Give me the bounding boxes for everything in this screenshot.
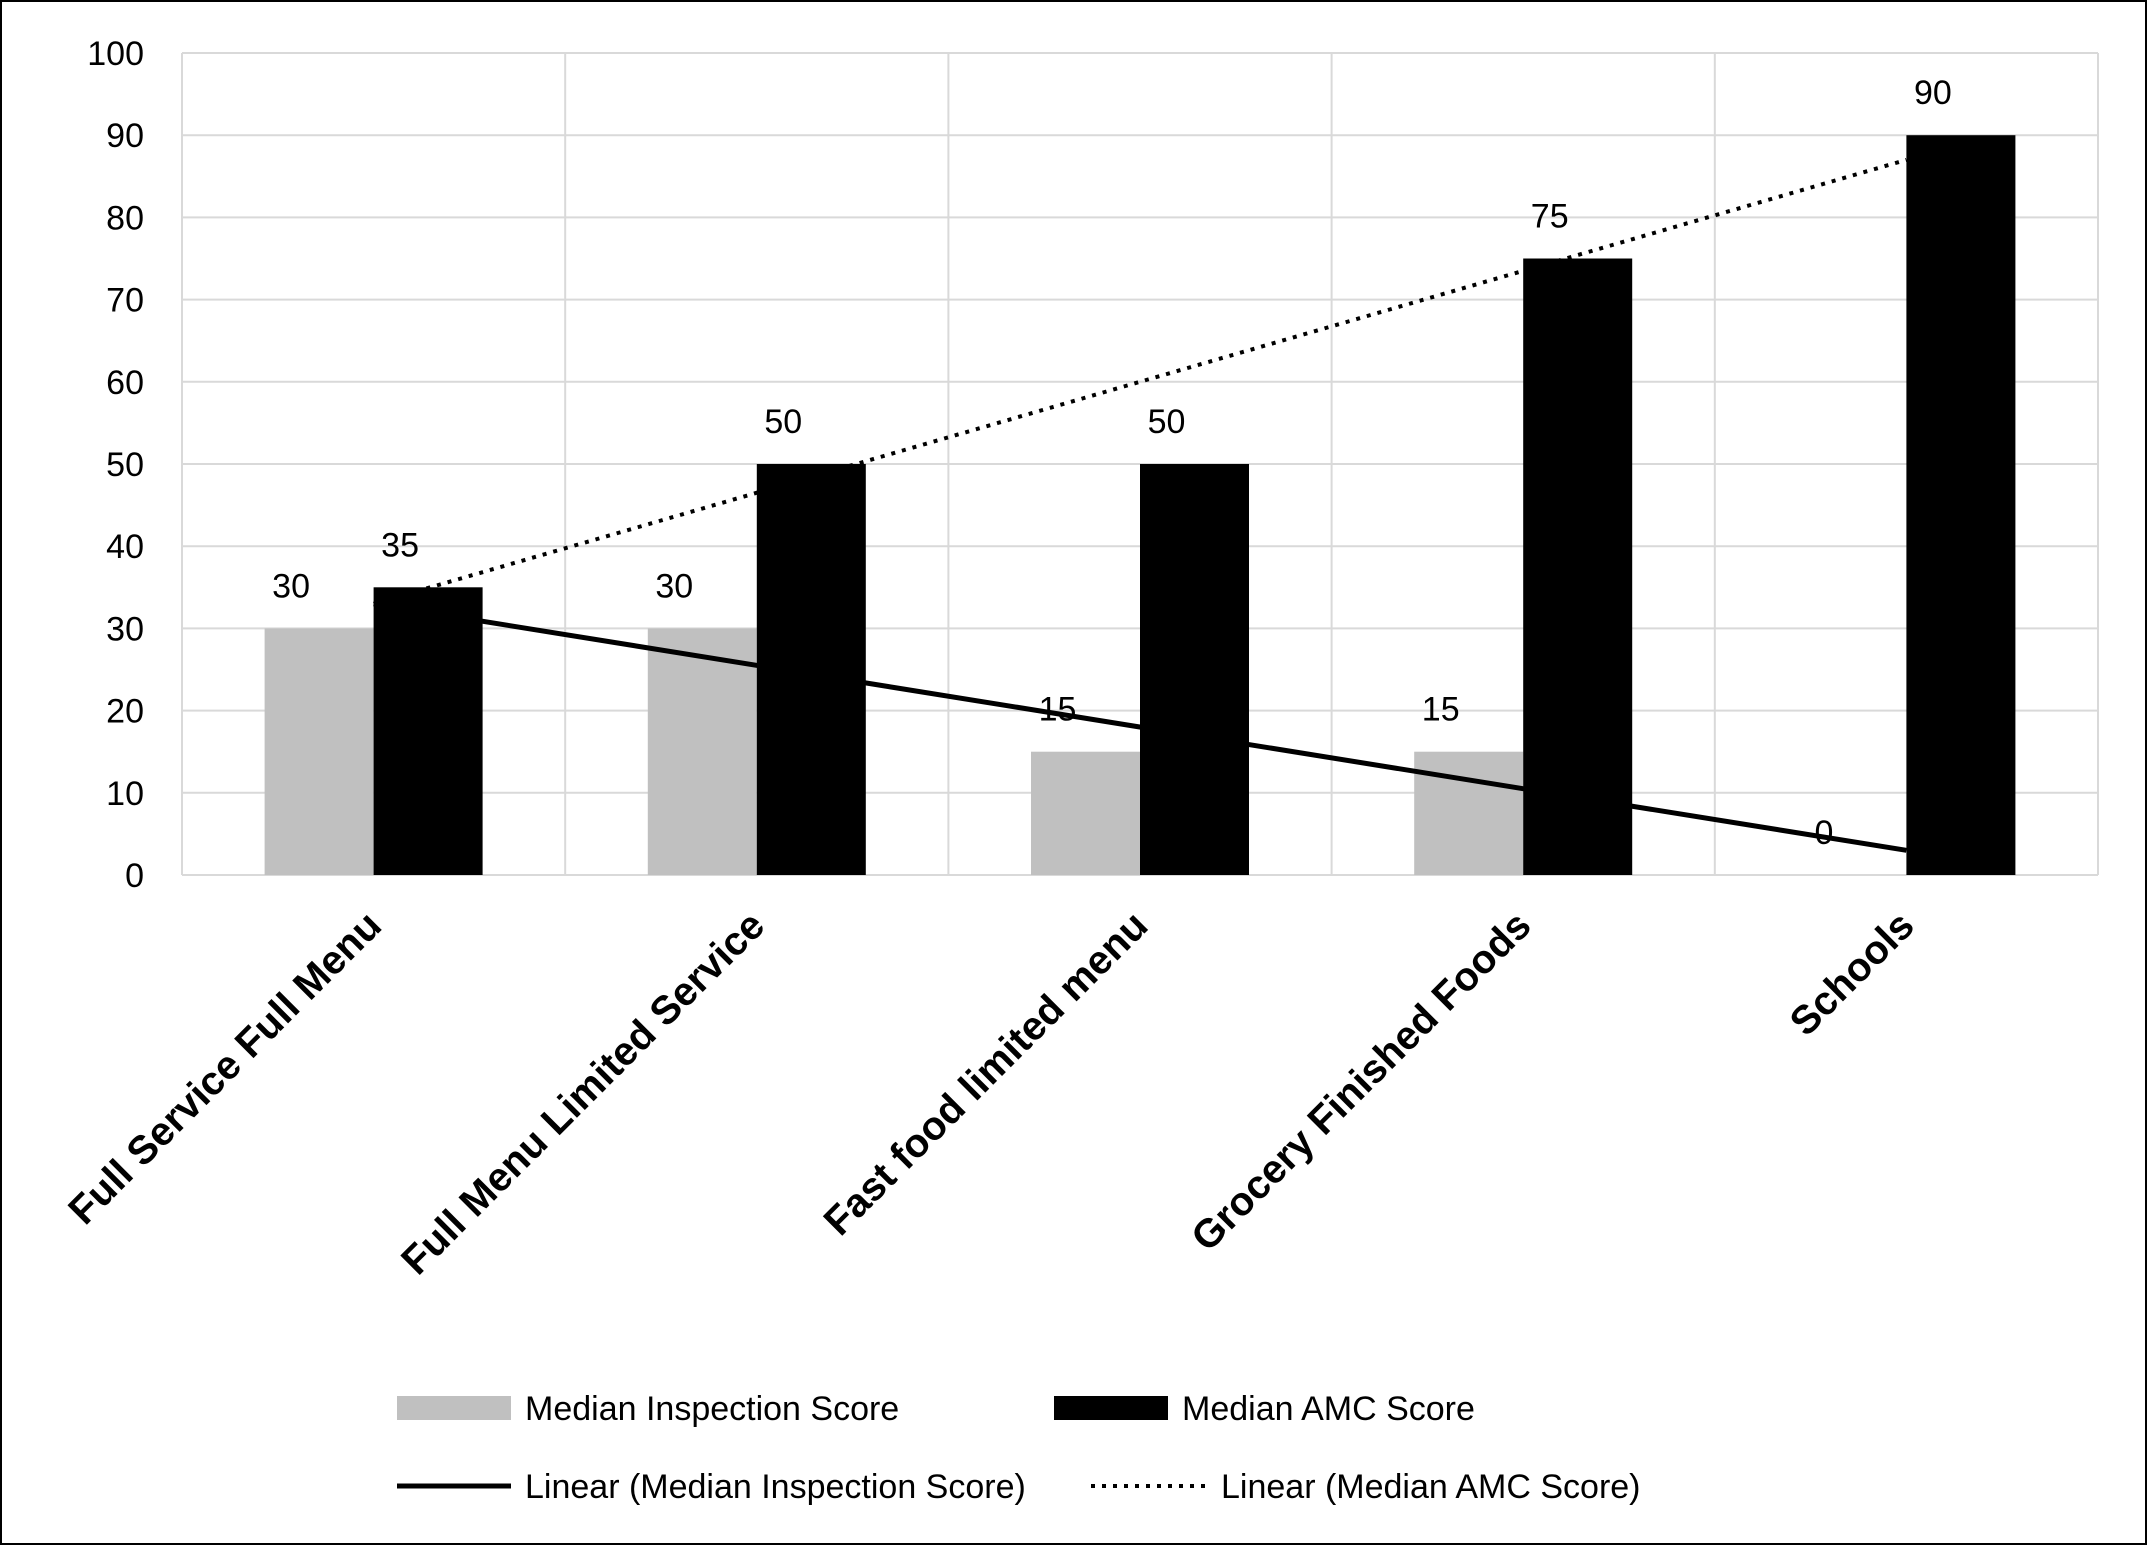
data-label: 90 — [1914, 74, 1952, 112]
y-tick-label: 80 — [106, 199, 144, 237]
y-tick-label: 50 — [106, 446, 144, 484]
y-tick-label: 70 — [106, 282, 144, 320]
legend-swatch — [397, 1396, 511, 1420]
bars — [264, 135, 2016, 875]
category-label: Full Service Full Menu — [60, 903, 390, 1233]
y-tick-label: 30 — [106, 610, 144, 648]
data-label: 50 — [1148, 403, 1186, 441]
legend: Median Inspection Score Median AMC Score L… — [397, 1390, 1641, 1506]
legend-label: Median Inspection Score — [525, 1390, 899, 1428]
data-label: 15 — [1422, 691, 1460, 729]
y-tick-label: 20 — [106, 693, 144, 731]
bar-amc — [1523, 258, 1633, 875]
bar-inspection — [647, 628, 757, 875]
trendline-inspection — [373, 601, 1907, 853]
legend-label: Linear (Median AMC Score) — [1221, 1468, 1641, 1506]
y-tick-label: 90 — [106, 117, 144, 155]
y-tick-label: 0 — [125, 857, 144, 895]
trendline-amc — [373, 157, 1907, 606]
bar-inspection — [1414, 751, 1524, 875]
data-label: 30 — [272, 567, 310, 605]
legend-swatch — [1054, 1396, 1168, 1420]
trendlines — [373, 157, 1907, 853]
data-label: 75 — [1531, 198, 1569, 236]
bar-inspection — [1031, 751, 1140, 875]
data-label: 30 — [655, 567, 693, 605]
bar-inspection — [264, 628, 374, 875]
category-label: Full Menu Limited Service — [393, 903, 773, 1283]
data-label: 35 — [381, 526, 419, 564]
y-tick-label: 40 — [106, 528, 144, 566]
category-label: Schools — [1782, 903, 1923, 1044]
bar-amc — [1140, 464, 1249, 875]
y-tick-label: 60 — [106, 364, 144, 402]
y-tick-label: 10 — [106, 775, 144, 813]
category-label: Grocery Finished Foods — [1183, 903, 1539, 1259]
data-label: 15 — [1039, 691, 1077, 729]
bar-amc — [373, 587, 483, 875]
y-tick-label: 100 — [87, 35, 144, 73]
legend-label: Linear (Median Inspection Score) — [525, 1468, 1026, 1506]
bar-amc — [1906, 135, 2016, 875]
data-label: 50 — [764, 403, 802, 441]
data-label: 0 — [1814, 814, 1833, 852]
legend-label: Median AMC Score — [1182, 1390, 1475, 1428]
category-label: Fast food limited menu — [816, 903, 1157, 1244]
data-labels: 30 30 15 15 0 35 50 50 75 90 — [272, 74, 1952, 852]
